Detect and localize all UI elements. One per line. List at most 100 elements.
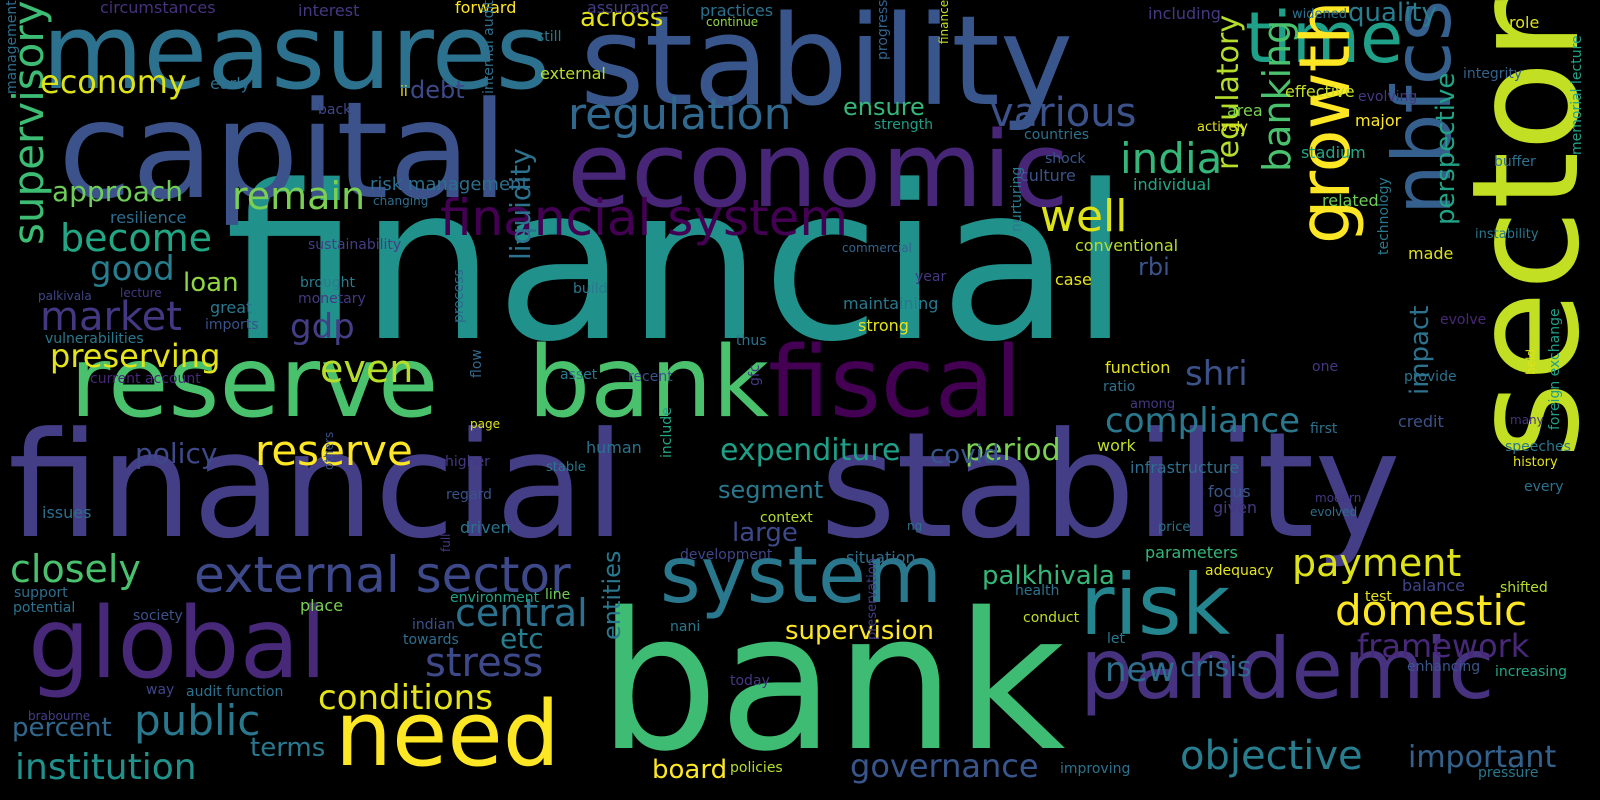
word-today: today — [730, 673, 770, 689]
word-become: become — [60, 216, 213, 260]
word-economic: economic — [567, 109, 1069, 231]
word-process: process — [451, 269, 467, 323]
word-imports: imports — [205, 317, 259, 333]
word-measures: measures — [42, 0, 550, 113]
word-asset: asset — [560, 367, 598, 383]
word-period: period — [965, 433, 1061, 468]
word-entities: entities — [598, 550, 626, 640]
word-internal-audit: internal audit — [481, 0, 497, 94]
word-made: made — [1408, 244, 1454, 263]
word-speeches: speeches — [1505, 439, 1571, 455]
word-maintaining: maintaining — [843, 294, 939, 313]
word-major: major — [1355, 111, 1402, 130]
word-framework: framework — [1357, 627, 1530, 665]
word-modern: modern — [1315, 491, 1362, 505]
word-ii: ii — [400, 84, 408, 100]
word-closely: closely — [10, 547, 141, 591]
word-among: among — [1130, 397, 1176, 412]
word-percent: percent — [12, 713, 112, 743]
word-price: price — [1158, 520, 1191, 535]
word-etc: etc — [500, 622, 544, 655]
word-palkhivala: palkhivala — [982, 561, 1115, 591]
word-situation: situation — [846, 548, 916, 567]
word-rbi: rbi — [1138, 253, 1170, 281]
word-debt: debt — [410, 76, 465, 104]
word-assurance: assurance — [587, 0, 669, 17]
word-important: important — [1408, 740, 1557, 775]
word-human: human — [586, 438, 642, 457]
word-bank: bank — [528, 326, 770, 440]
word-even: even — [320, 347, 414, 391]
word-gfc: gfc — [747, 364, 763, 386]
word-gdp: gdp — [290, 307, 355, 347]
word-conduct: conduct — [1023, 610, 1080, 626]
word-brought: brought — [300, 275, 356, 291]
word-function: function — [1105, 358, 1171, 377]
word-adequacy: adequacy — [1205, 563, 1274, 579]
word-domestic: domestic — [1335, 586, 1528, 635]
word-role: role — [1509, 13, 1540, 32]
word-society: society — [133, 608, 183, 624]
word-objective: objective — [1180, 733, 1363, 779]
word-still: still — [537, 29, 562, 45]
word-indian: indian — [412, 617, 455, 633]
word-system: system — [660, 531, 942, 621]
word-history: history — [1513, 455, 1558, 470]
word-stable: stable — [546, 460, 586, 475]
word-segment: segment — [718, 476, 824, 504]
word-reserve: reserve — [70, 326, 439, 440]
word-approach: approach — [52, 175, 184, 208]
word-monetary: monetary — [298, 291, 366, 307]
word-many: many — [1510, 413, 1544, 427]
word-technology: technology — [1376, 177, 1392, 255]
word-risk-management: risk management — [370, 174, 529, 195]
word-resilience: resilience — [110, 208, 187, 227]
word-financial: financial — [8, 401, 626, 571]
word-board: board — [652, 755, 728, 785]
word-good: good — [90, 249, 175, 289]
word-ng: ng — [907, 519, 923, 533]
word-forward: forward — [455, 0, 517, 17]
word-financial-system: financial system — [440, 189, 849, 247]
word-financial: financial — [225, 140, 1130, 389]
word-development: development — [680, 547, 773, 563]
word-lecture: lecture — [120, 286, 162, 300]
word-circumstances: circumstances — [100, 0, 216, 17]
word-support: support — [14, 585, 68, 601]
word-evolving: evolving — [1358, 89, 1418, 105]
word-global: global — [28, 587, 327, 701]
word-towards: towards — [403, 632, 459, 648]
word-health: health — [1015, 583, 1060, 599]
word-market: market — [40, 294, 182, 340]
word-improving: improving — [1060, 761, 1131, 777]
word-increasing: increasing — [1495, 664, 1568, 680]
word-widened: widened — [1292, 7, 1347, 22]
word-regard: regard — [446, 487, 492, 503]
word-held: held — [1524, 349, 1538, 375]
word-memorial-lecture: memorial lecture — [1569, 35, 1585, 155]
word-back: back — [318, 102, 352, 118]
word-shifted: shifted — [1500, 580, 1548, 596]
word-regulation: regulation — [568, 89, 792, 140]
word-case: case — [1055, 270, 1092, 289]
word-culture: culture — [1020, 166, 1076, 185]
word-continue: continue — [706, 15, 759, 29]
word-new: new — [1105, 650, 1176, 690]
word-capital: capital — [58, 73, 508, 229]
word-external: external — [540, 64, 606, 83]
word-thus: thus — [736, 333, 767, 349]
word-terms: terms — [250, 733, 326, 763]
word-crisis: crisis — [1180, 650, 1252, 683]
word-page: page — [470, 417, 500, 431]
word-supervision: supervision — [785, 616, 934, 646]
word-balance: balance — [1402, 576, 1465, 595]
word-recent: recent — [628, 369, 673, 385]
word-covid: covid — [930, 440, 1000, 470]
word-instability: instability — [1475, 227, 1539, 242]
word-conditions: conditions — [318, 678, 493, 718]
word-preserving: preserving — [50, 337, 221, 375]
word-place: place — [300, 596, 344, 615]
word-issues: issues — [42, 503, 92, 522]
word-including: including — [1148, 4, 1221, 23]
